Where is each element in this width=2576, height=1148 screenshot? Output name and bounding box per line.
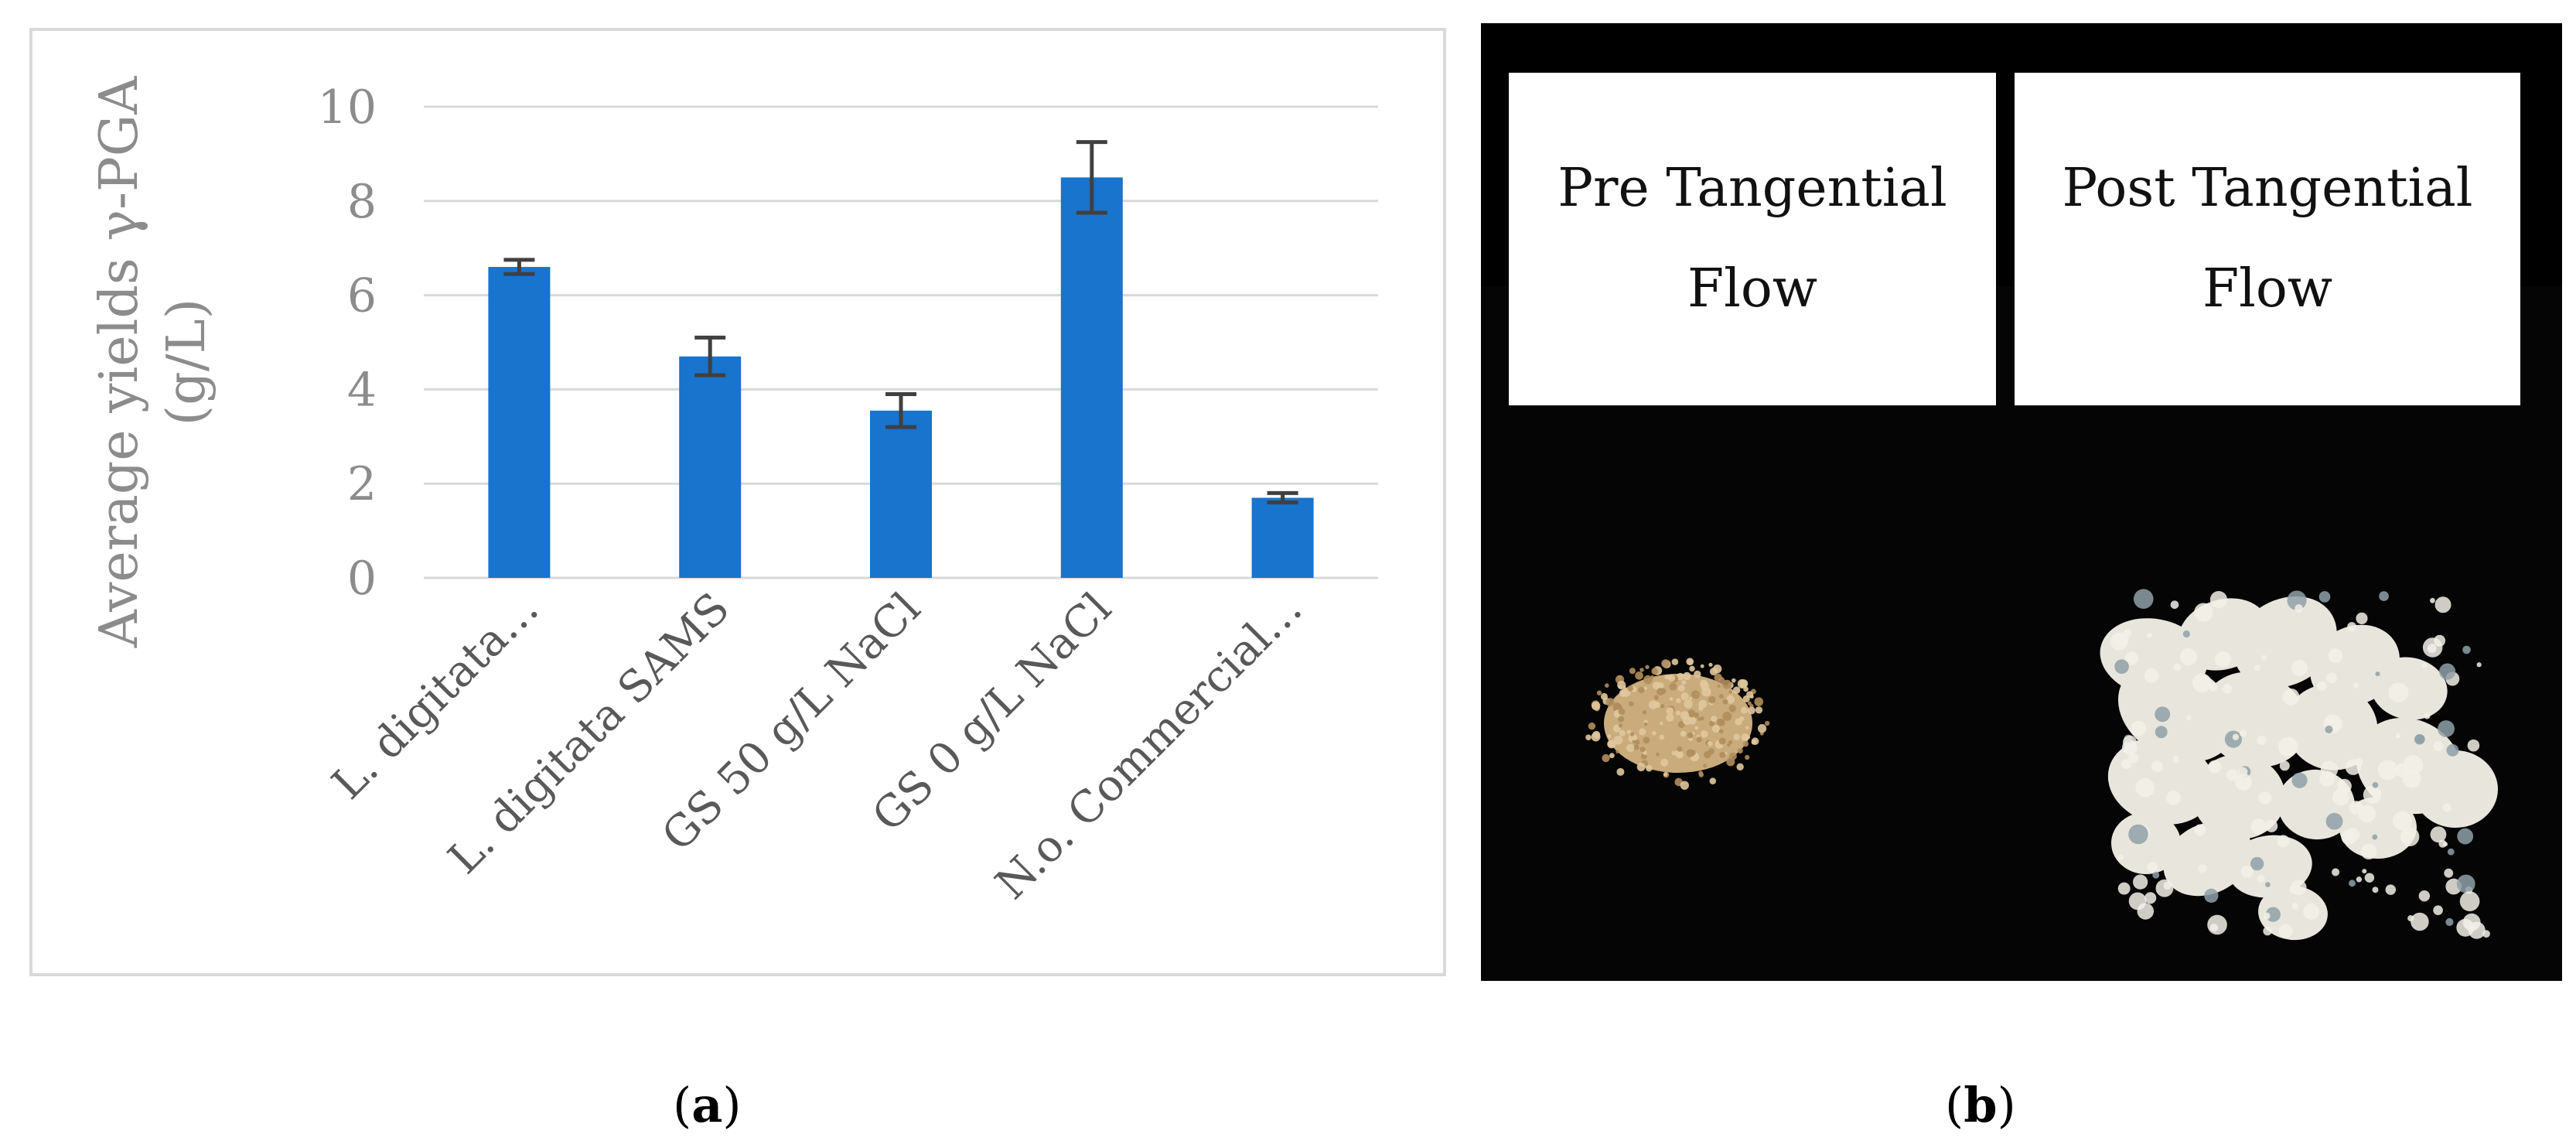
- grid-lines: [424, 105, 1378, 579]
- y-axis-title-line2: (g/L): [156, 299, 217, 426]
- pre-label-line2: Flow: [1687, 258, 1818, 319]
- bar-3: [1060, 177, 1123, 579]
- error-bar-1: [694, 335, 726, 378]
- y-tick-label: 10: [318, 80, 377, 135]
- post-tangential-sample: [2100, 589, 2498, 941]
- bar-0: [488, 267, 551, 578]
- x-category-label: N.o. Commercial…: [986, 583, 1312, 909]
- chart-panel-a: 0 2 4 6 8 10 L. digitata… L. digitata SAMS GS 5…: [29, 28, 1446, 976]
- post-label-line1: Post Tangential: [2062, 158, 2473, 219]
- caption-b: (b): [1945, 1077, 2016, 1133]
- bars: [488, 177, 1314, 579]
- bar-4: [1251, 497, 1314, 578]
- post-tangential-label: Post Tangential Flow: [2015, 73, 2520, 405]
- post-label-line2: Flow: [2202, 258, 2333, 319]
- y-tick-label: 8: [347, 175, 377, 229]
- error-bar-3: [1076, 140, 1107, 215]
- error-bar-0: [503, 258, 535, 276]
- y-tick-label: 2: [347, 457, 377, 511]
- pre-label-line1: Pre Tangential: [1558, 158, 1947, 219]
- bar-1: [679, 356, 742, 578]
- bar-2: [870, 410, 932, 578]
- y-tick-label: 4: [347, 363, 377, 417]
- error-bar-4: [1267, 490, 1298, 505]
- y-tick-label: 6: [347, 269, 377, 323]
- y-axis-title-line1: Average yields γ-PGA: [89, 76, 150, 648]
- pre-tangential-sample: [1585, 658, 1770, 790]
- error-bars: [503, 140, 1298, 505]
- pre-tangential-label: Pre Tangential Flow: [1509, 73, 1996, 405]
- error-bar-2: [885, 391, 916, 429]
- y-tick-label: 0: [347, 552, 377, 606]
- photo-panel-b: Pre Tangential Flow Post Tangential Flow: [1481, 23, 2562, 981]
- y-tick-labels: 0 2 4 6 8 10: [318, 80, 377, 606]
- caption-a: (a): [673, 1077, 742, 1133]
